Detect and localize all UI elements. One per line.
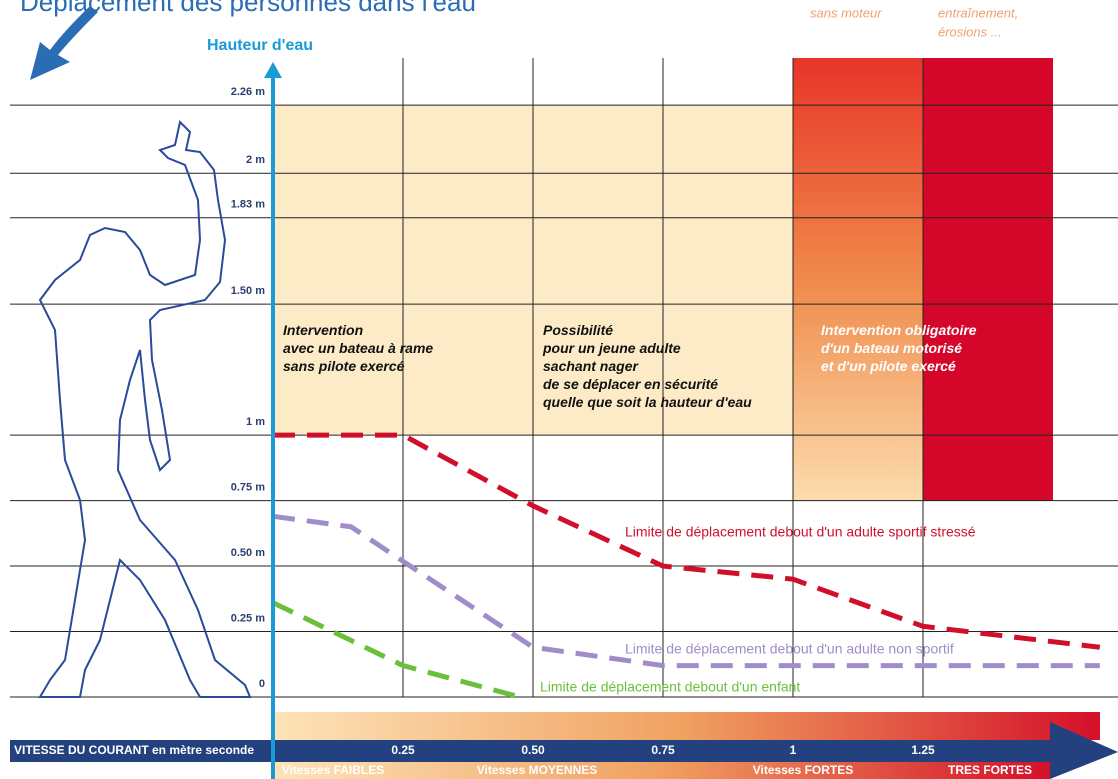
zone-text: avec un bateau à rame [283,340,433,356]
series-line [272,513,1100,669]
speed-class: TRES FORTES [948,763,1032,777]
x-tick-label: 0.25 [391,743,415,757]
series-label: Limite de déplacement debout d'un adulte… [625,641,954,657]
y-tick-label: 0.75 m [231,481,265,493]
zone [923,58,1053,501]
zone-text: de se déplacer en sécurité [543,376,718,392]
human-silhouette [38,119,252,698]
series-label: Limite de déplacement debout d'un adulte… [625,524,976,540]
zone-text: et d'un pilote exercé [821,358,956,374]
y-tick-label: 1.50 m [231,285,265,297]
speed-class: Vitesses FAIBLES [282,763,385,777]
y-tick-label: 1.83 m [231,199,265,211]
series-line [271,600,521,700]
series-label: Limite de déplacement debout d'un enfant [540,679,800,695]
speed-class-band [275,762,1050,779]
zone [793,58,923,501]
speed-class: Vitesses MOYENNES [477,763,598,777]
zone-text: Intervention [283,322,363,338]
x-tick-label: 1.25 [911,743,935,757]
zone-text: sans pilote exercé [283,358,405,374]
top-note: érosions ... [938,24,1002,39]
zone-text: sachant nager [543,358,639,374]
y-tick-label: 0.50 m [231,547,265,559]
top-note: entraînement, [938,5,1018,20]
top-note: sans moteur [810,5,882,20]
x-tick-label: 0.75 [651,743,675,757]
arrow-icon [30,6,98,80]
y-tick-label: 2 m [246,154,265,166]
speed-class: Vitesses FORTES [753,763,854,777]
speed-arrow [10,722,1118,779]
x-tick-label: 1 [790,743,797,757]
series-line [273,432,1101,650]
y-tick-label: 1 m [246,416,265,428]
x-tick-label: 0.50 [521,743,545,757]
zone-text: d'un bateau motorisé [821,340,962,356]
chart-title: Déplacement des personnes dans l'eau [20,0,476,17]
y-axis-label: Hauteur d'eau [207,37,313,54]
zone-text: Intervention obligatoire [821,322,977,338]
zone-text: Possibilité [543,322,613,338]
zone-text: quelle que soit la hauteur d'eau [543,394,752,410]
zone-text: pour un jeune adulte [542,340,681,356]
y-tick-label: 2.26 m [231,86,265,98]
y-axis-arrow [264,62,282,78]
speed-gradient [275,712,1100,740]
x-axis-label: VITESSE DU COURANT en mètre seconde [14,743,254,757]
y-tick-label: 0.25 m [231,612,265,624]
y-tick-label: 0 [259,678,265,690]
